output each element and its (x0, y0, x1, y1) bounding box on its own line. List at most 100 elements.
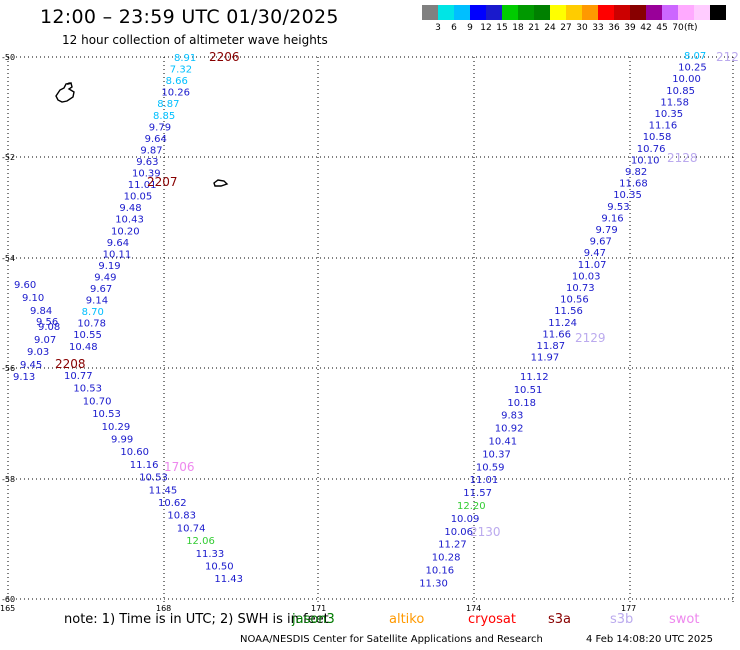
color-scale-label: 6 (451, 23, 457, 33)
color-scale-label: 70 (672, 23, 684, 33)
color-scale-label: 27 (560, 23, 572, 33)
latitude-tick-label: -54 (2, 254, 15, 263)
wave-height-value: 12.06 (186, 536, 215, 547)
wave-height-value: 8.87 (157, 99, 179, 110)
wave-height-value: 10.35 (613, 190, 642, 201)
latitude-tick-label: -58 (2, 475, 15, 484)
wave-height-value: 11.01 (128, 180, 157, 191)
generation-timestamp: 4 Feb 14:08:20 UTC 2025 (586, 634, 713, 645)
color-swatch (534, 5, 550, 20)
latitude-tick-label: -52 (2, 153, 15, 162)
color-scale-label: 24 (544, 23, 556, 33)
wave-height-value: 11.68 (619, 179, 648, 190)
pass-id-labels: 2206 2207 2208 1706 2128 2129 2130 212 (55, 50, 739, 539)
wave-height-value: 9.84 (30, 306, 52, 317)
wave-height-value: 11.27 (438, 540, 467, 551)
wave-height-value: 9.79 (596, 225, 618, 236)
pass-id-label: 2129 (575, 331, 606, 345)
wave-height-value: 9.83 (501, 411, 523, 422)
color-swatch (614, 5, 630, 20)
wave-height-value: 10.18 (507, 398, 536, 409)
wave-height-value: 9.53 (607, 202, 629, 213)
wave-height-value: 10.76 (637, 144, 666, 155)
wave-height-value: 9.10 (22, 293, 44, 304)
wave-height-value: 10.29 (102, 422, 131, 433)
wave-height-value: 10.74 (177, 523, 206, 534)
wave-height-value: 10.16 (426, 566, 455, 577)
wave-height-value: 11.16 (649, 121, 678, 132)
wave-height-value: 8.07 (684, 51, 706, 62)
wave-height-labels: 8.917.328.6610.268.878.859.799.649.879.6… (13, 51, 707, 589)
wave-height-value: 9.49 (94, 272, 116, 283)
wave-height-value: 10.56 (560, 295, 589, 306)
latitude-tick-label: -56 (2, 364, 15, 373)
wave-height-value: 10.85 (666, 86, 695, 97)
wave-height-value: 10.53 (92, 409, 121, 420)
wave-height-value: 10.59 (476, 462, 505, 473)
wave-height-value: 11.01 (470, 475, 499, 486)
wave-height-value: 10.41 (489, 437, 518, 448)
wave-height-value: 9.67 (590, 237, 612, 248)
wave-height-value: 10.62 (158, 498, 187, 509)
graticule (7, 56, 735, 603)
color-scale-label: 12 (480, 23, 492, 33)
wave-height-value: 9.67 (90, 284, 112, 295)
pass-id-label: 212 (716, 50, 739, 64)
wave-height-value: 9.47 (584, 248, 606, 259)
wave-height-value: 9.82 (625, 167, 647, 178)
wave-height-value: 10.60 (120, 447, 149, 458)
color-swatch (630, 5, 646, 20)
wave-height-value: 10.37 (482, 449, 511, 460)
wave-height-value: 9.16 (601, 213, 623, 224)
wave-height-value: 11.45 (149, 485, 178, 496)
color-scale-label: 45 (656, 23, 668, 33)
map-title: 12:00 – 23:59 UTC 01/30/2025 (40, 6, 339, 28)
color-swatch (470, 5, 486, 20)
longitude-tick-label: 177 (621, 604, 636, 612)
wave-height-value: 10.39 (132, 169, 161, 180)
wave-height-value: 10.53 (73, 384, 102, 395)
wave-height-value: 10.10 (631, 155, 660, 166)
pass-id-label: 2207 (147, 175, 178, 189)
wave-height-value: 12.20 (457, 501, 486, 512)
wave-height-value: 10.43 (115, 215, 144, 226)
wave-height-value: 10.11 (103, 249, 132, 260)
wave-height-value: 11.16 (130, 460, 159, 471)
color-swatch (694, 5, 710, 20)
coastline (55, 82, 229, 187)
wave-height-value: 11.97 (531, 353, 560, 364)
wave-height-value: 10.20 (111, 226, 140, 237)
color-swatch (678, 5, 694, 20)
wave-height-value: 9.56 (36, 317, 58, 328)
wave-height-value: 10.53 (139, 473, 168, 484)
latitude-tick-label: -60 (2, 595, 15, 604)
color-scale-label: 36 (608, 23, 620, 33)
color-swatch (518, 5, 534, 20)
color-scale-unit: (ft) (684, 23, 698, 33)
pass-id-label: 1706 (164, 460, 195, 474)
wave-height-value: 7.32 (170, 65, 192, 76)
credit-line: NOAA/NESDIS Center for Satellite Applica… (240, 634, 543, 645)
wave-height-value: 10.78 (77, 319, 106, 330)
color-swatch (662, 5, 678, 20)
wave-height-value: 8.91 (174, 53, 196, 64)
color-swatch (438, 5, 454, 20)
wave-height-value: 9.13 (13, 372, 35, 383)
color-swatch (486, 5, 502, 20)
wave-height-value: 10.35 (655, 109, 684, 120)
wave-height-value: 10.09 (451, 514, 480, 525)
color-scale-label: 30 (576, 23, 588, 33)
wave-height-value: 9.48 (119, 203, 141, 214)
legend-swot: swot (669, 612, 700, 627)
wave-height-value: 9.08 (38, 322, 60, 333)
legend-s3b: s3b (610, 612, 634, 627)
wave-height-value: 10.05 (124, 192, 153, 203)
pass-id-label: 2128 (667, 151, 698, 165)
color-swatch (582, 5, 598, 20)
legend-cryosat: cryosat (468, 612, 516, 627)
longitude-tick-label: 165 (0, 604, 15, 612)
wave-height-value: 10.26 (161, 88, 190, 99)
wave-height-value: 9.63 (136, 157, 158, 168)
wave-height-value: 10.73 (566, 283, 595, 294)
wave-height-value: 9.79 (149, 122, 171, 133)
